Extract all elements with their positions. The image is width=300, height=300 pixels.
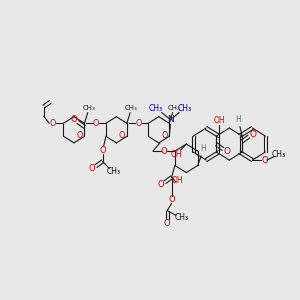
- Text: O: O: [168, 195, 175, 204]
- Text: O: O: [93, 119, 99, 128]
- Text: CH₃: CH₃: [106, 167, 121, 176]
- Text: O: O: [164, 219, 170, 228]
- Text: O: O: [160, 147, 167, 156]
- Text: O: O: [250, 130, 256, 139]
- Text: CH₃: CH₃: [149, 104, 163, 113]
- Text: N: N: [167, 115, 174, 124]
- Text: O: O: [135, 119, 142, 128]
- Text: O: O: [157, 180, 164, 189]
- Text: O: O: [119, 131, 125, 140]
- Text: CH₃: CH₃: [272, 150, 286, 159]
- Text: O: O: [76, 131, 83, 140]
- Text: O: O: [70, 115, 77, 124]
- Text: OH: OH: [171, 176, 183, 185]
- Text: O: O: [224, 147, 231, 156]
- Text: O: O: [99, 146, 106, 155]
- Text: CH₃: CH₃: [125, 105, 138, 111]
- Text: CH₃: CH₃: [174, 213, 189, 222]
- Text: O: O: [88, 164, 95, 173]
- Text: O: O: [161, 131, 167, 140]
- Text: CH₃: CH₃: [178, 104, 192, 113]
- Text: H: H: [235, 115, 241, 124]
- Text: O: O: [261, 156, 268, 165]
- Text: OH: OH: [213, 116, 225, 125]
- Text: CH₃: CH₃: [167, 105, 180, 111]
- Text: H: H: [200, 144, 206, 153]
- Text: CH₃: CH₃: [82, 105, 95, 111]
- Text: OH: OH: [171, 150, 182, 159]
- Text: O: O: [49, 119, 56, 128]
